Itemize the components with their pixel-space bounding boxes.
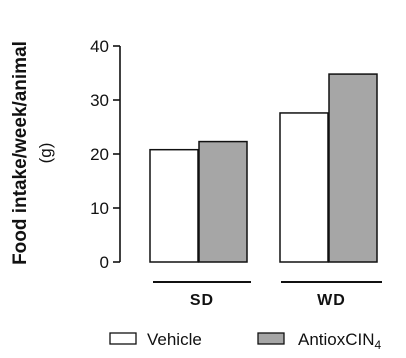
group-labels: SD WD — [153, 281, 382, 309]
bar-sd-vehicle — [149, 148, 199, 263]
bar-wd-antioxcin4 — [328, 73, 378, 263]
legend-label-vehicle: Vehicle — [147, 330, 202, 349]
y-axis-title: Food intake/week/animal — [10, 41, 31, 265]
y-tick-label-0: 0 — [100, 253, 109, 272]
y-tick-label-1: 10 — [90, 199, 109, 218]
bar-wd-vehicle — [279, 112, 329, 263]
bars — [149, 73, 378, 263]
group-label-wd: WD — [317, 292, 346, 309]
legend-label-antioxcin4: AntioxCIN4 — [298, 330, 382, 352]
bar-sd-antioxcin4 — [198, 140, 248, 263]
y-axis: 0 10 20 30 40 — [90, 37, 121, 272]
y-axis-unit: (g) — [36, 143, 55, 164]
y-tick-label-4: 40 — [90, 37, 109, 56]
y-tick-label-3: 30 — [90, 91, 109, 110]
legend: Vehicle AntioxCIN4 — [109, 330, 382, 352]
legend-swatch-vehicle — [109, 332, 137, 345]
y-axis-label: Food intake/week/animal (g) — [10, 41, 55, 265]
y-tick-label-2: 20 — [90, 145, 109, 164]
group-label-sd: SD — [190, 292, 214, 309]
legend-swatch-antioxcin4 — [257, 332, 285, 345]
